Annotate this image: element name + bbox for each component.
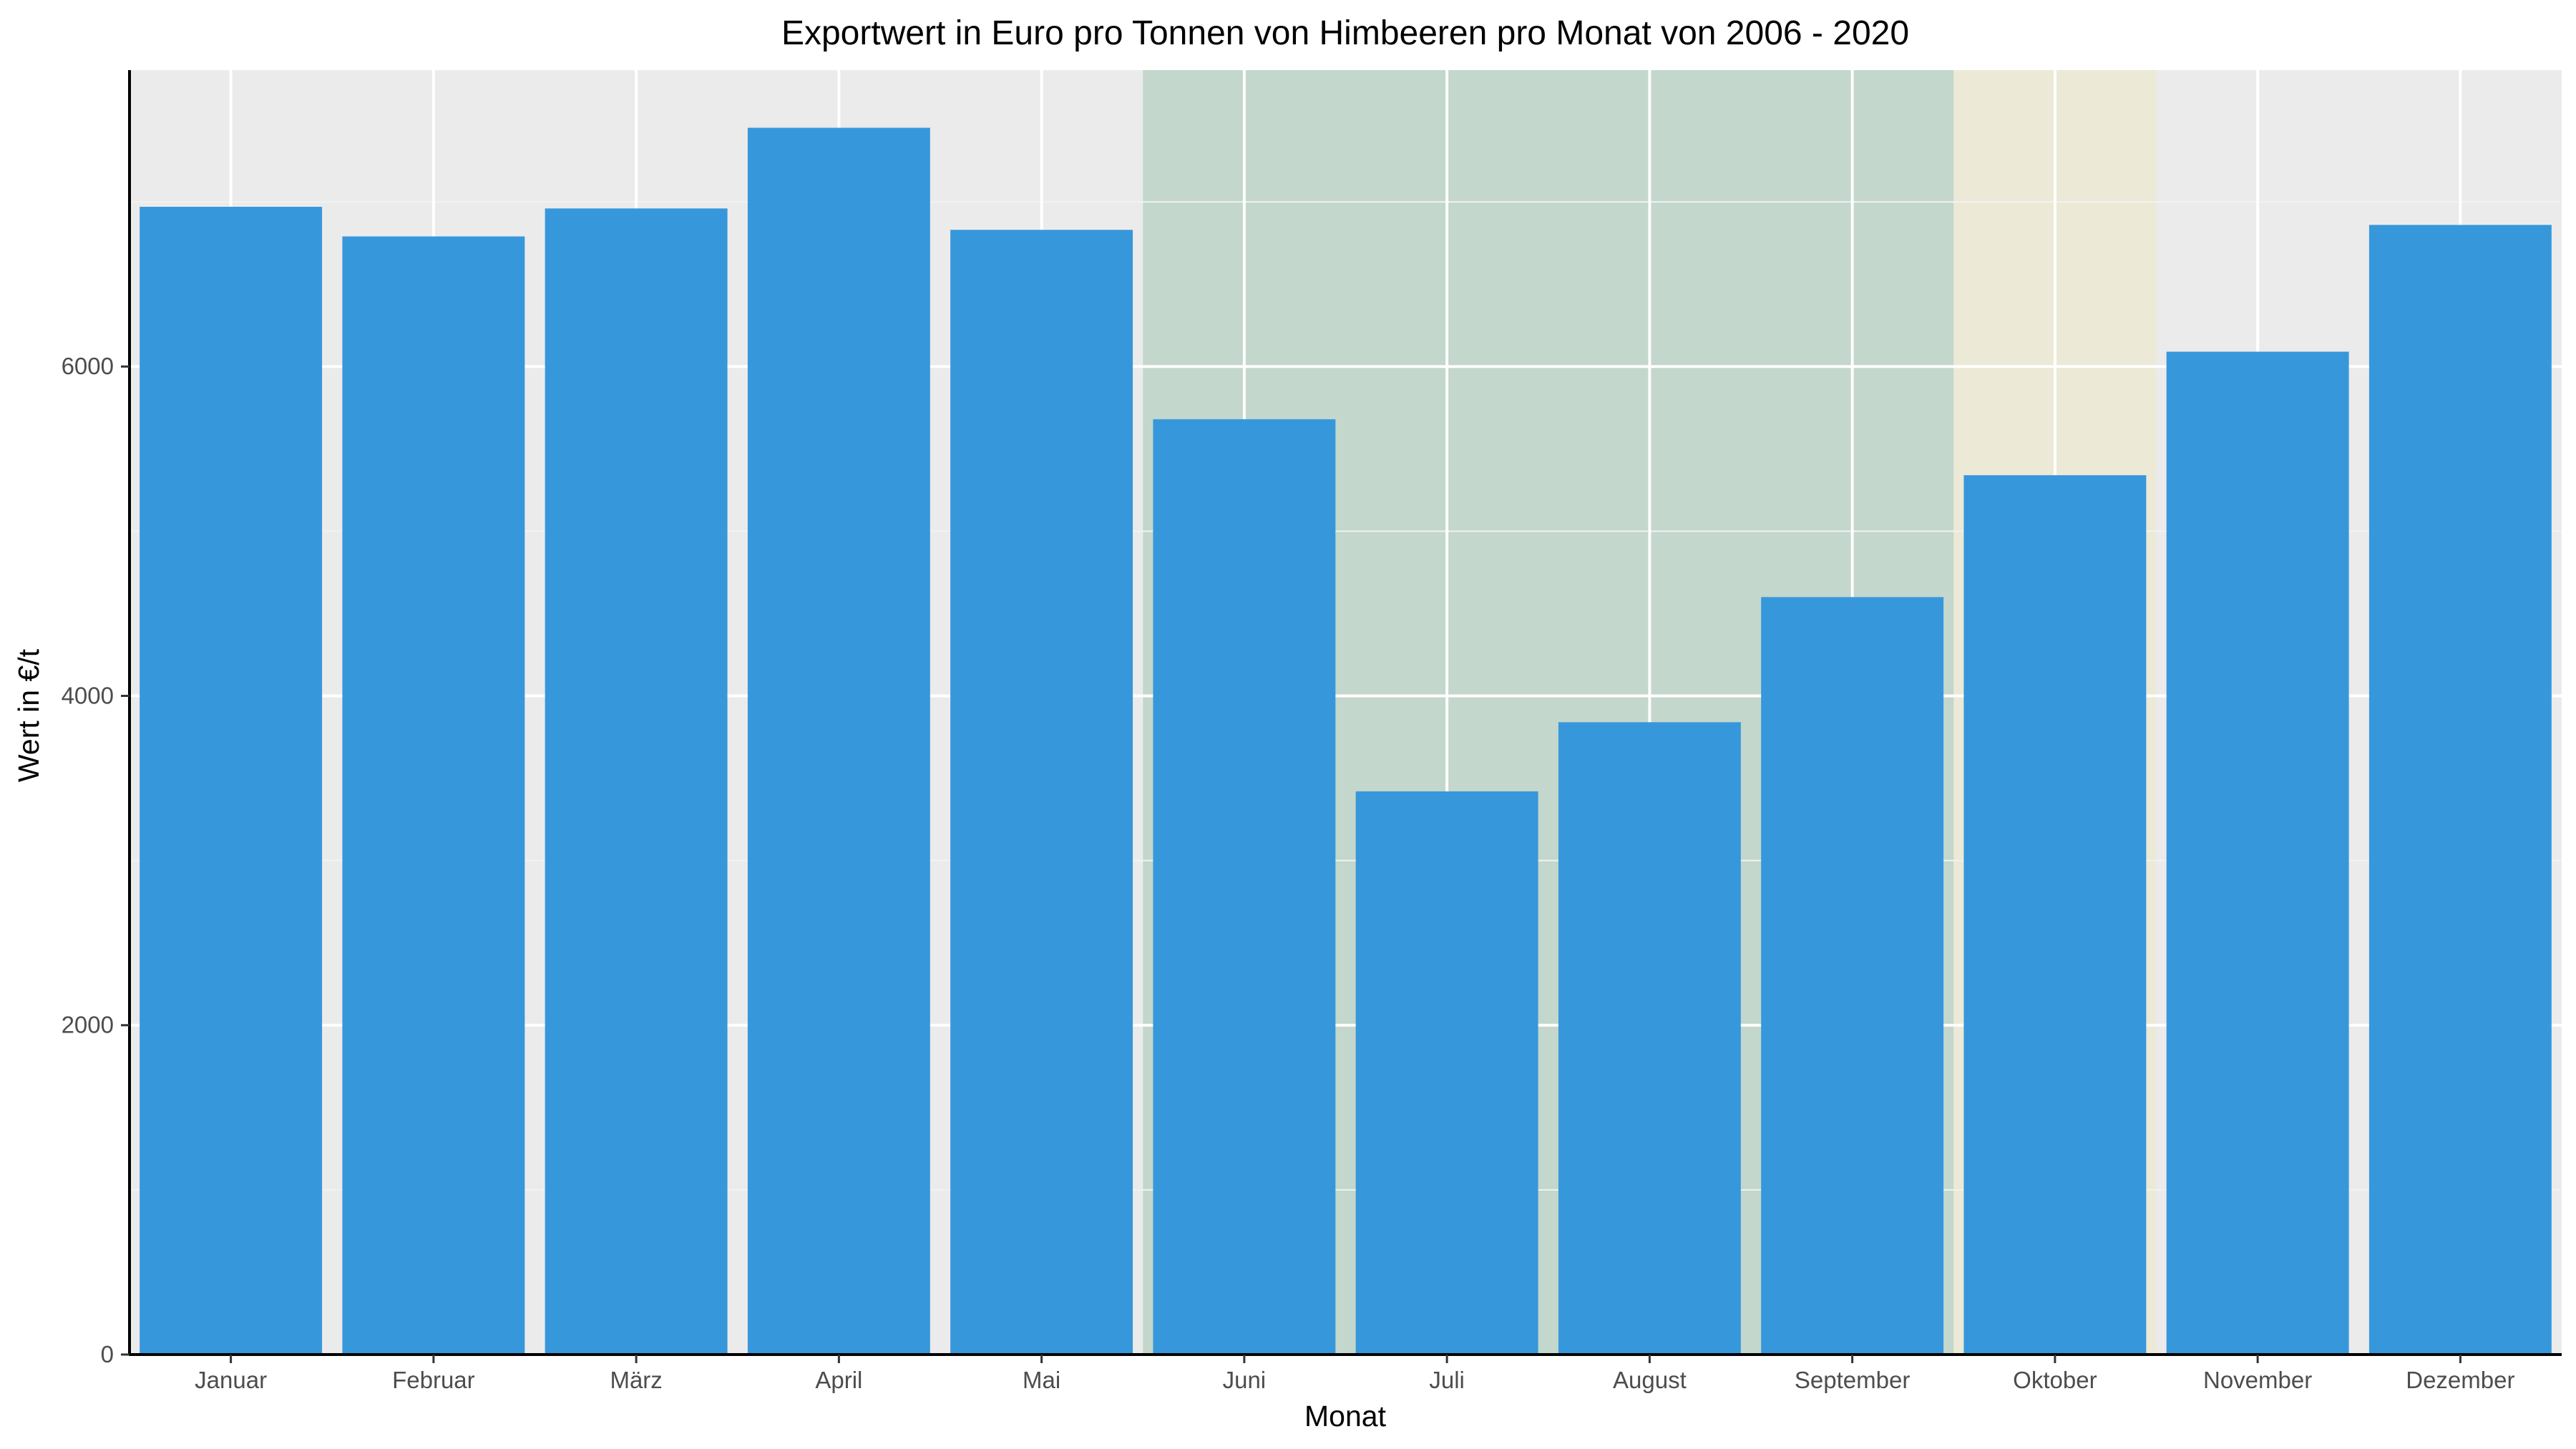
x-tick-label: Februar — [392, 1367, 475, 1393]
y-tick-label: 2000 — [62, 1012, 114, 1038]
bar-januar — [140, 207, 323, 1355]
bar-november — [2166, 351, 2349, 1355]
y-axis-title: Wert in €/t — [12, 648, 45, 782]
bar-mai — [950, 230, 1133, 1355]
bar-april — [747, 127, 930, 1355]
x-axis-title: Monat — [1304, 1400, 1387, 1433]
y-tick-label: 6000 — [62, 353, 114, 379]
x-tick-label: Juli — [1429, 1367, 1465, 1393]
bar-juni — [1153, 419, 1336, 1355]
bar-august — [1558, 722, 1741, 1355]
x-tick-label: April — [815, 1367, 862, 1393]
x-tick-label: Mai — [1023, 1367, 1060, 1393]
bar-oktober — [1963, 475, 2147, 1355]
y-tick-label: 0 — [101, 1341, 114, 1367]
bar-februar — [342, 236, 525, 1355]
x-tick-label: September — [1795, 1367, 1910, 1393]
bar-märz — [545, 208, 728, 1355]
x-tick-label: Juni — [1223, 1367, 1267, 1393]
y-tick-label: 4000 — [62, 682, 114, 708]
x-tick-label: Oktober — [2013, 1367, 2097, 1393]
bar-september — [1761, 597, 1944, 1355]
x-tick-label: August — [1613, 1367, 1687, 1393]
x-tick-label: Dezember — [2406, 1367, 2514, 1393]
x-tick-label: März — [610, 1367, 662, 1393]
plot-area: 0 2000 4000 6000 Januar Februar März April Mai Ju… — [62, 70, 2562, 1393]
x-tick-label: November — [2203, 1367, 2312, 1393]
chart-title: Exportwert in Euro pro Tonnen von Himbee… — [781, 14, 1909, 52]
bar-juli — [1355, 791, 1538, 1355]
bar-dezember — [2368, 225, 2552, 1355]
x-tick-label: Januar — [195, 1367, 267, 1393]
